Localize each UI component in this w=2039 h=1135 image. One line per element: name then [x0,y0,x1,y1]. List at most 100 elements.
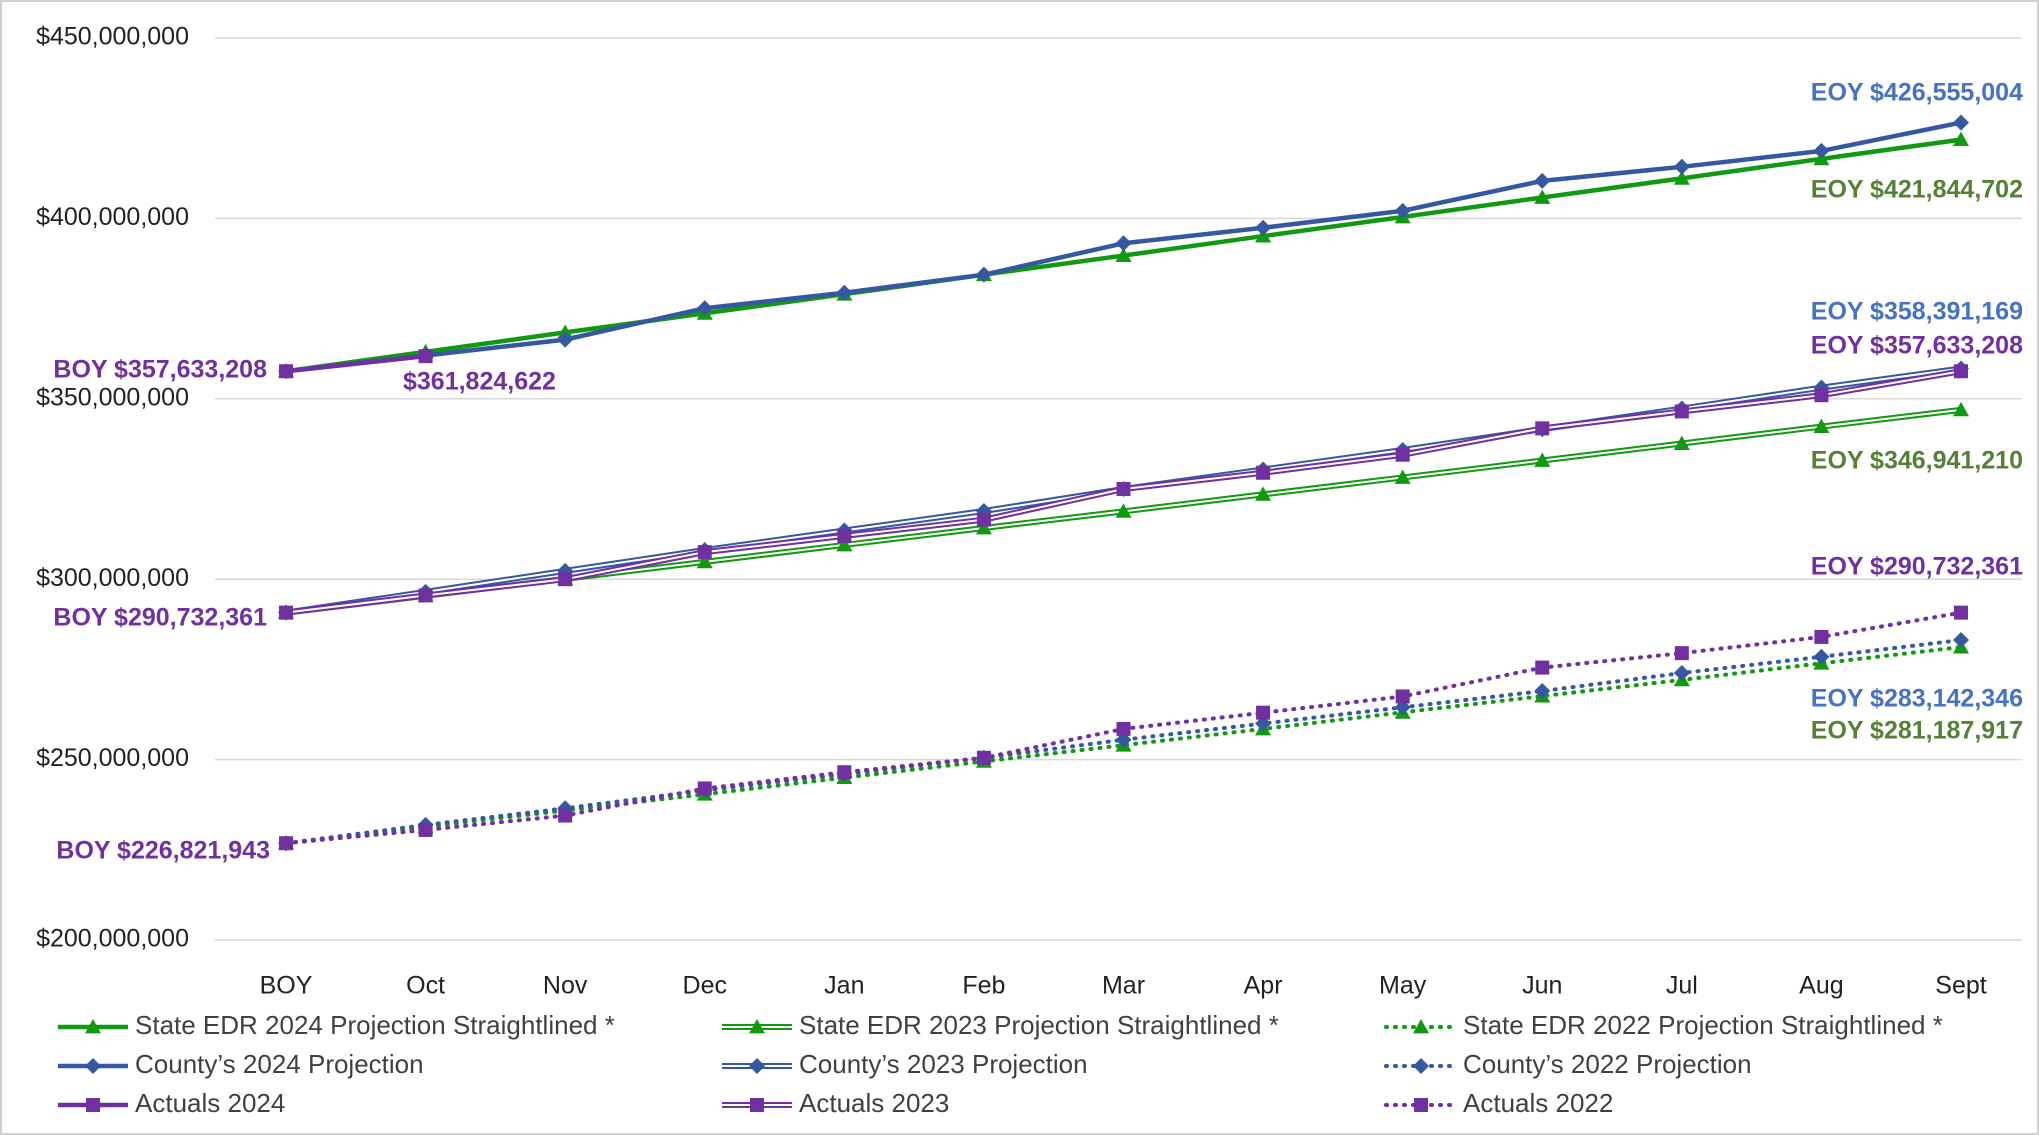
marker [1535,421,1550,436]
marker [1673,435,1690,450]
x-tick-label: Oct [406,972,445,1000]
x-tick-label: BOY [260,972,313,1000]
legend-label: County’s 2024 Projection [135,1049,424,1079]
marker [1814,629,1829,644]
marker [696,300,713,317]
marker [975,519,992,535]
marker [1534,452,1551,467]
marker [1394,469,1411,484]
marker [836,284,853,301]
marker [418,588,433,603]
marker [418,822,433,837]
marker [418,349,433,364]
marker [1255,219,1272,236]
legend-label: Actuals 2023 [799,1088,949,1118]
series [279,364,1968,620]
marker [558,572,573,587]
y-tick-label: $350,000,000 [36,383,189,411]
legend-item: Actuals 2022 [1384,1088,1613,1118]
annotation: EOY $358,391,169 [1811,298,2023,326]
marker [1115,235,1132,252]
y-tick-label: $250,000,000 [36,744,189,772]
marker [1953,131,1969,146]
x-tick-label: May [1379,972,1427,1000]
y-tick-label: $200,000,000 [36,925,189,953]
legend-item: Actuals 2023 [722,1088,949,1118]
marker [1535,660,1550,675]
series-line [285,353,426,374]
marker [750,1098,764,1112]
marker [836,536,853,552]
marker [279,605,293,620]
legend-label: State EDR 2024 Projection Straightlined … [135,1010,615,1040]
marker [1414,1098,1428,1112]
x-tick-label: Dec [683,972,727,1000]
marker [1256,465,1271,480]
legend-item: County’s 2023 Projection [722,1049,1088,1079]
x-tick-label: Feb [962,972,1005,1000]
x-tick-label: Jan [824,972,864,1000]
marker [279,364,293,379]
legend-item: State EDR 2023 Projection Straightlined … [722,1010,1279,1040]
marker [1953,114,1969,131]
marker [1115,503,1132,518]
marker [1813,142,1830,159]
annotation: $361,824,622 [403,368,556,396]
legend-item: State EDR 2024 Projection Straightlined … [58,1010,615,1040]
marker [1813,418,1830,433]
y-tick-label: $450,000,000 [36,23,189,51]
annotation: EOY $346,941,210 [1811,447,2023,475]
marker [279,836,293,851]
annotation: EOY $281,187,917 [1811,717,2023,745]
marker [1116,721,1131,736]
marker [1255,486,1272,501]
marker [1673,170,1690,185]
marker [1813,648,1830,665]
marker [837,765,852,780]
series [279,349,433,379]
legend-label: Actuals 2022 [1463,1088,1613,1118]
marker [1673,665,1690,682]
marker [749,1019,765,1034]
marker [697,781,712,796]
legend-label: County’s 2022 Projection [1463,1049,1752,1079]
marker [1116,482,1131,496]
legend-item: Actuals 2024 [58,1088,285,1118]
marker [975,266,992,283]
marker [85,1019,101,1034]
marker [1814,388,1829,403]
marker [976,512,991,527]
marker [697,545,712,560]
marker [1534,683,1551,700]
marker [558,808,573,823]
marker [557,331,574,348]
legend-item: State EDR 2022 Projection Straightlined … [1384,1010,1943,1040]
marker [1953,632,1969,649]
legend-label: Actuals 2024 [135,1088,285,1118]
marker [85,1058,101,1074]
marker [1534,189,1551,204]
x-tick-label: Nov [543,972,588,1000]
marker [1413,1019,1429,1034]
annotation: EOY $283,142,346 [1811,685,2023,713]
marker [837,528,852,543]
marker [1954,364,1968,379]
marker [1954,605,1968,620]
marker [749,1058,765,1074]
legend-item: County’s 2024 Projection [58,1049,424,1079]
marker [1395,689,1410,704]
annotation: BOY $357,633,208 [53,356,267,384]
annotation: EOY $290,732,361 [1811,553,2023,581]
marker [1115,247,1132,262]
x-tick-label: Mar [1102,972,1145,1000]
marker [86,1098,100,1112]
y-tick-label: $400,000,000 [36,203,189,231]
marker [1673,158,1690,175]
annotation: BOY $290,732,361 [53,604,267,632]
x-tick-label: Jul [1666,972,1698,1000]
x-tick-label: Jun [1522,972,1562,1000]
marker [1413,1058,1429,1074]
y-tick-label: $300,000,000 [36,564,189,592]
